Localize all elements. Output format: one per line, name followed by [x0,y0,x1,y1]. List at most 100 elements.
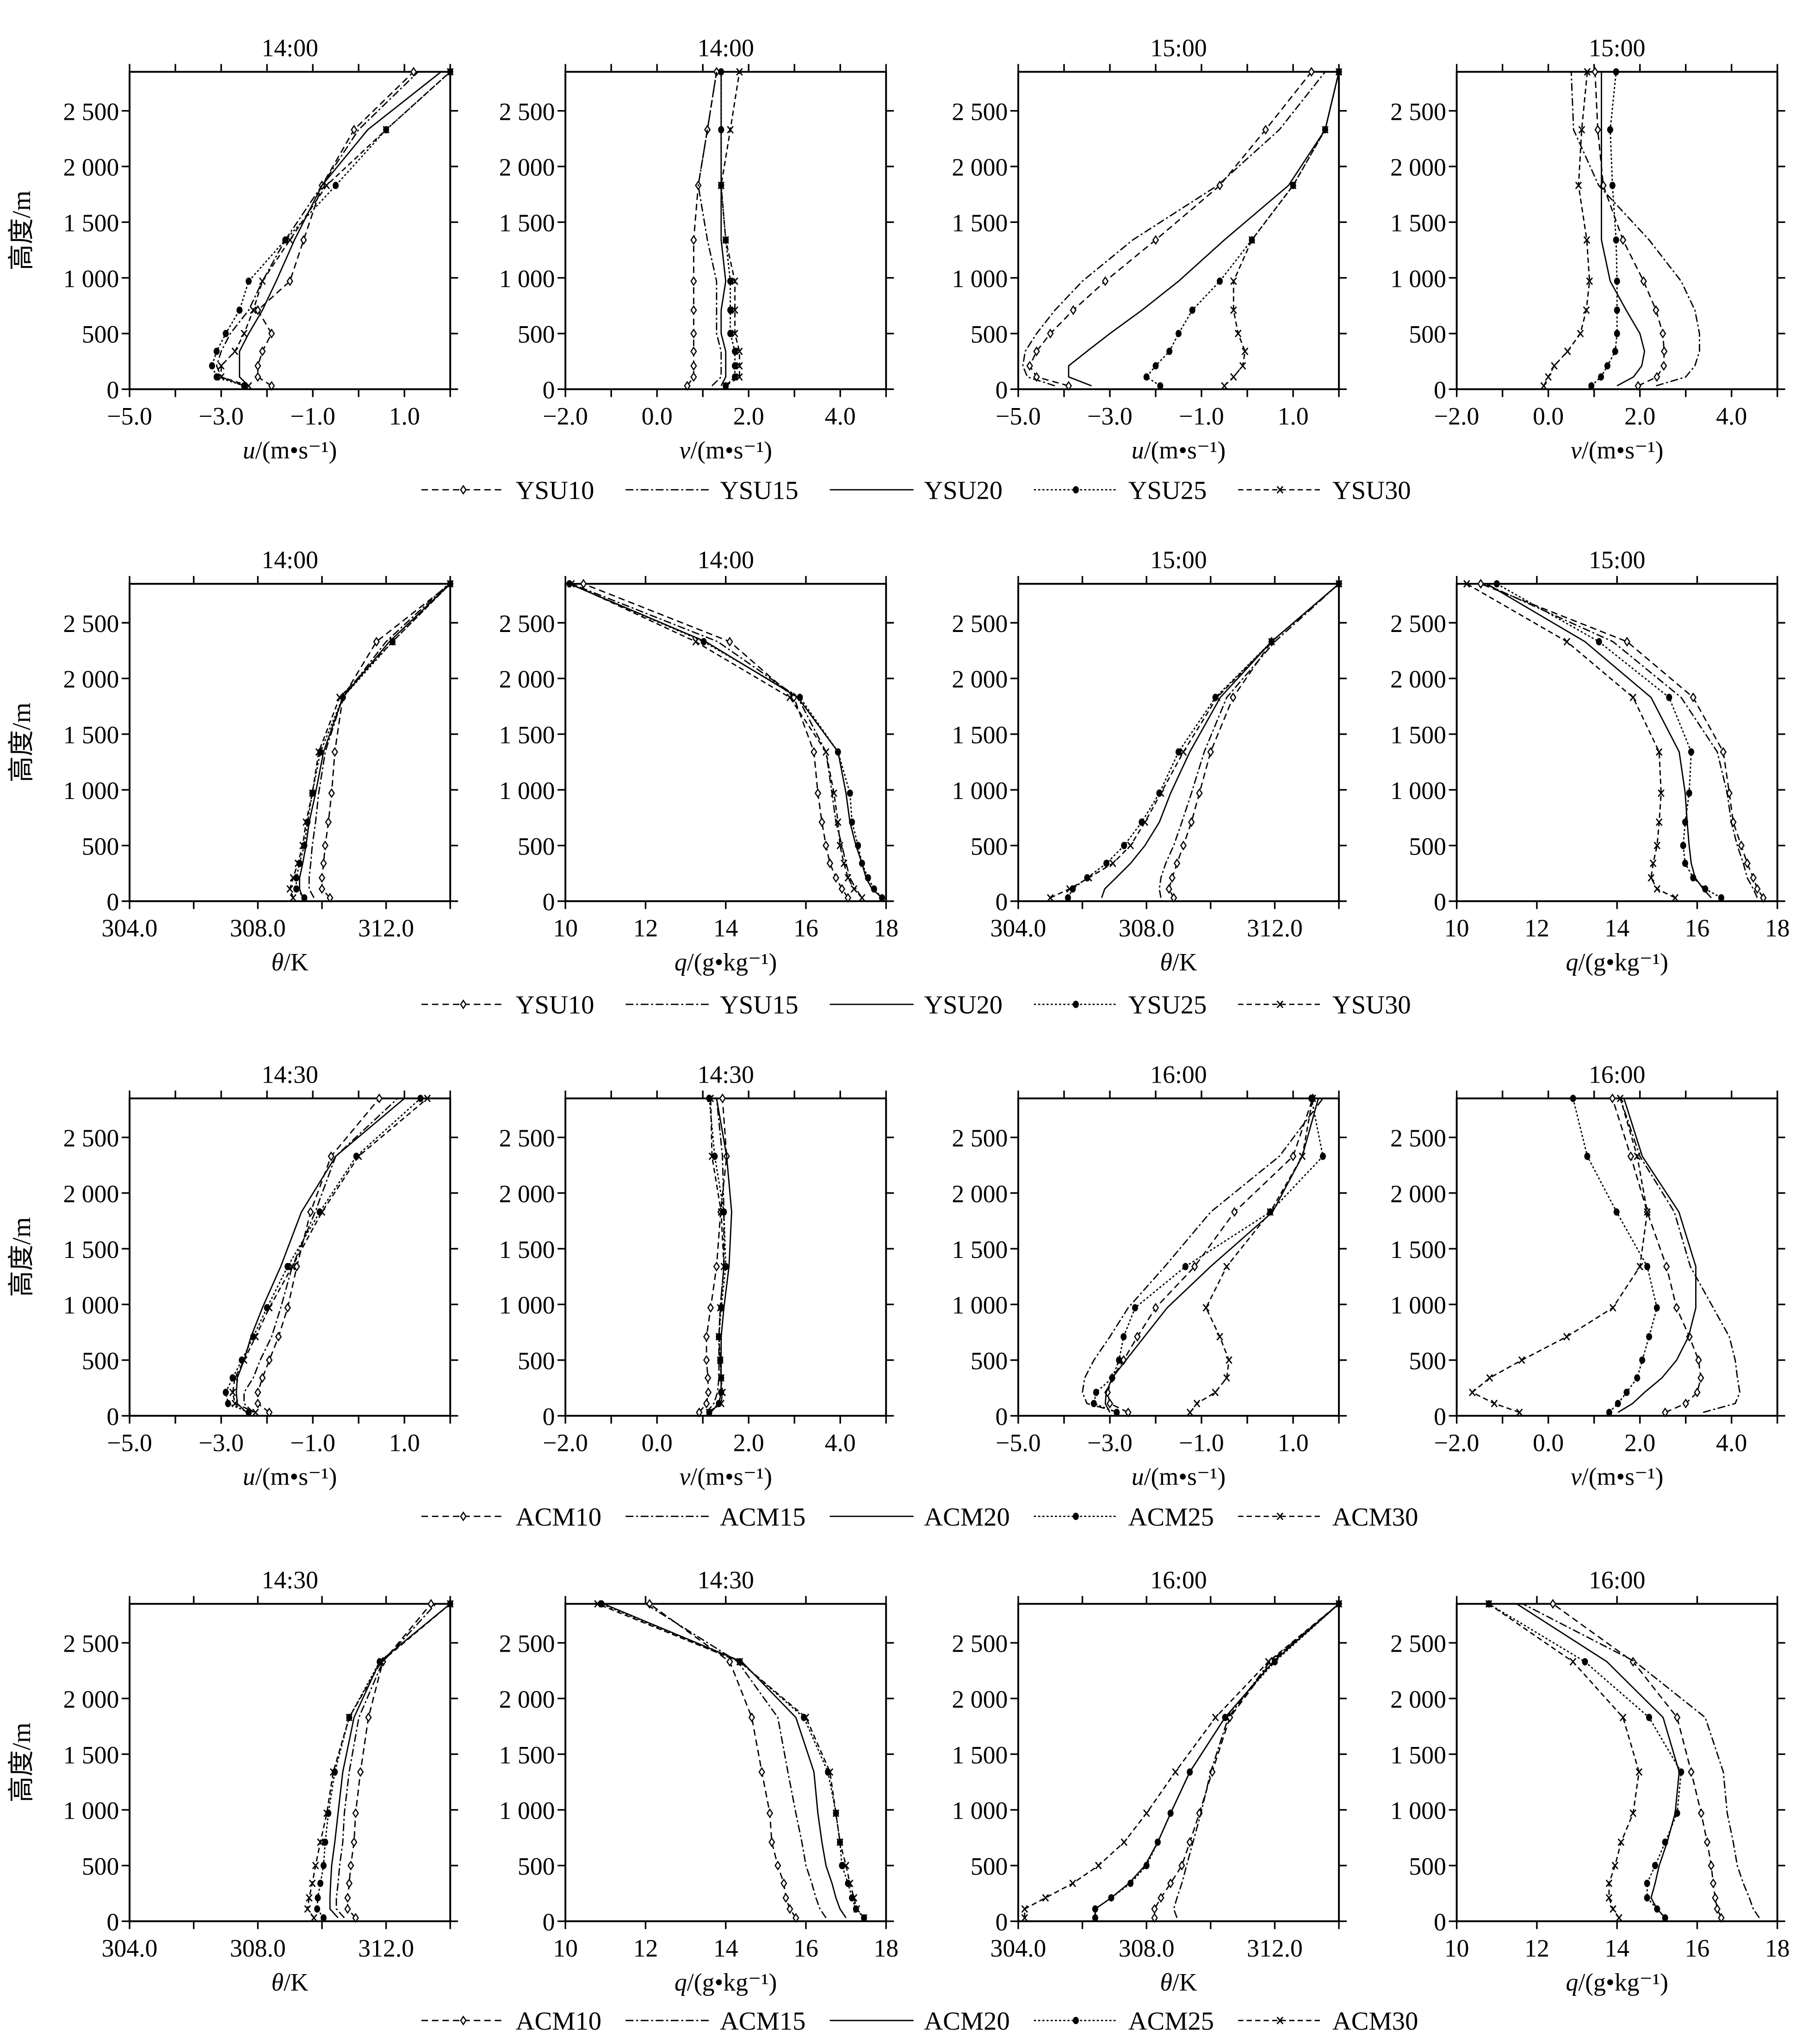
series-line-YSU25 [569,583,883,898]
y-tick-label: 2 500 [499,1630,555,1658]
diamond-marker [318,873,326,883]
diamond-marker [1152,235,1159,245]
x-marker [720,1263,728,1270]
series-line-YSU20 [1486,583,1712,898]
x-marker [1610,1905,1616,1913]
diamond-marker [460,999,467,1010]
x-axis-label: v/(m•s⁻¹) [679,436,772,464]
x-marker [1616,1914,1622,1922]
legend-label: YSU30 [1332,476,1411,505]
x-marker [1563,638,1571,646]
x-tick-label: 16 [1685,914,1710,942]
series-line-ACM30 [709,1098,725,1413]
circle-marker [322,1838,328,1846]
x-marker [1226,1356,1232,1364]
x-marker [1616,1094,1624,1103]
circle-marker [1156,789,1163,797]
diamond-marker [580,579,587,589]
x-axis-label: θ/K [1160,948,1197,976]
x-marker [1212,1713,1219,1722]
circle-marker [1108,1894,1114,1902]
x-marker [1223,1263,1230,1270]
x-marker [231,1374,239,1382]
circle-marker [1613,68,1619,76]
circle-marker [1132,1304,1138,1312]
y-tick-label: 1 500 [1390,721,1446,749]
circle-marker [731,362,738,370]
x-tick-label: 12 [1524,914,1549,942]
y-tick-label: 0 [1434,376,1446,404]
diamond-marker [268,381,275,391]
x-marker [1021,1905,1028,1913]
x-tick-label: 12 [633,1934,658,1962]
x-marker [1042,1894,1049,1902]
diamond-marker [766,1808,774,1818]
y-tick-label: 1 500 [63,721,119,749]
y-tick-label: 1 000 [952,1291,1008,1319]
diamond-marker [1627,1151,1634,1162]
diamond-marker [1196,788,1203,799]
y-tick-label: 2 000 [63,1180,119,1208]
circle-marker [340,694,346,701]
diamond-marker [1659,328,1666,339]
series-line-ACM30 [1488,1603,1640,1919]
x-tick-label: 304.0 [102,1934,158,1962]
x-tick-label: 16 [1685,1934,1710,1962]
diamond-marker [357,1767,364,1777]
diamond-marker [266,1355,273,1365]
x-marker [290,894,297,902]
series-line-YSU25 [720,72,736,386]
x-axis-unit: /(g•kg⁻¹) [1578,1968,1668,1996]
circle-marker [225,1400,231,1407]
x-tick-label: 18 [1765,1934,1790,1962]
diamond-marker [1169,873,1176,883]
diamond-marker [823,840,830,851]
legend-item: YSU30 [1238,991,1411,1020]
legend-label: ACM10 [516,2007,601,2036]
series-line-ACM20 [603,1603,847,1919]
y-tick-label: 1 000 [499,1291,555,1319]
y-tick-label: 0 [543,376,555,404]
diamond-marker [460,484,467,495]
diamond-marker [320,858,327,868]
x-marker [1143,1809,1150,1817]
diamond-marker [1152,1302,1159,1313]
circle-marker [1678,1768,1684,1776]
series-line-ACM25 [1488,1603,1682,1919]
x-tick-label: 18 [873,1934,898,1962]
legend-item: ACM15 [625,1503,805,1531]
diamond-marker [331,747,338,757]
axes-frame [564,1603,887,1922]
y-tick-label: 500 [971,1347,1008,1375]
series-line-YSU20 [1601,72,1646,387]
diamond-marker [811,747,817,757]
legend-label: YSU10 [516,476,594,505]
y-tick-label: 0 [107,888,119,916]
x-tick-label: 0.0 [1533,403,1564,430]
y-tick-label: 1 500 [499,1741,555,1769]
legend-item: YSU15 [625,476,799,505]
y-tick-label: 2 500 [499,1124,555,1152]
circle-marker [1654,1905,1660,1913]
circle-marker [317,1879,323,1887]
circle-marker [1109,1374,1115,1382]
x-tick-label: 4.0 [825,403,856,430]
y-tick-label: 2 500 [63,1630,119,1658]
diamond-marker [713,1261,720,1272]
x-axis-variable: v [1571,436,1582,464]
x-tick-label: −5.0 [996,403,1040,430]
x-tick-label: −1.0 [290,403,335,430]
series-line-YSU30 [220,71,451,387]
x-marker [722,382,729,390]
legend-label: YSU20 [924,476,1003,505]
x-marker [1485,1600,1492,1608]
y-tick-label: 1 000 [63,1797,119,1825]
x-tick-label: 2.0 [1624,1429,1655,1456]
legend-label: YSU15 [720,476,799,505]
x-axis-unit: /(g•kg⁻¹) [687,1968,777,1996]
circle-marker [1152,362,1159,370]
y-tick-label: 1 000 [1390,265,1446,292]
panel-11: 16:00 −5.0 −3.0 −1.0 1.0 u/(m•s⁻¹) 0 500 1 000 1 … [952,1060,1347,1491]
x-axis-variable: q [1566,1968,1578,1996]
y-tick-label: 2 500 [952,610,1008,638]
